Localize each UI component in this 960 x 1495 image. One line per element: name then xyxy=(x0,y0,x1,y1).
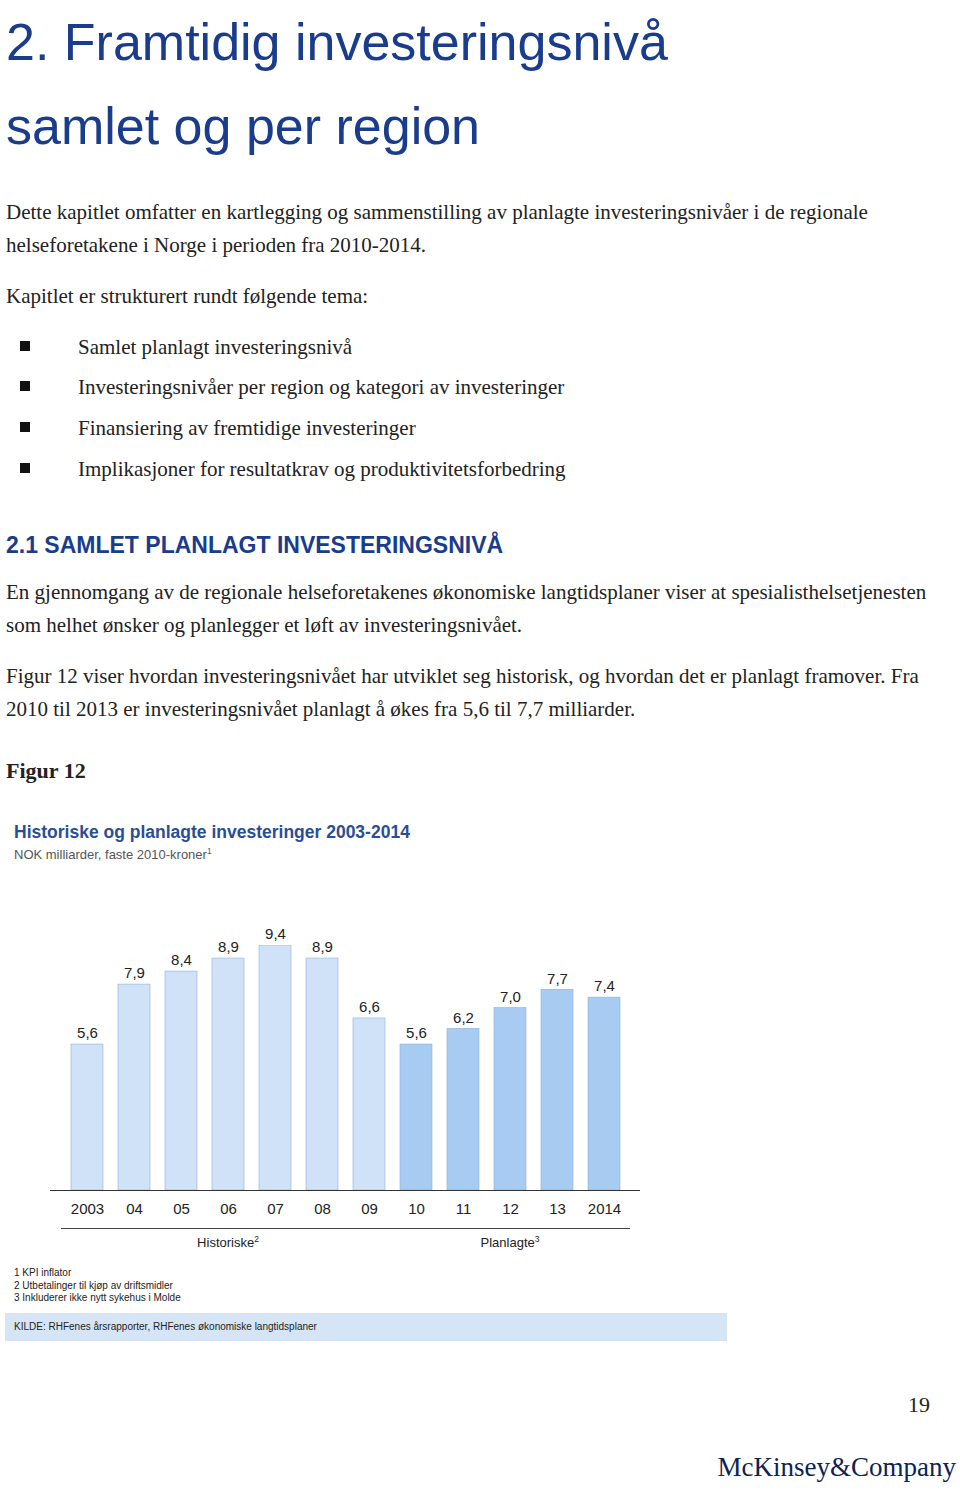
html-text:NOK milliarder, faste 2010-kro: NOK milliarder, faste 2010-kroner1 xyxy=(14,846,212,863)
svg-text:04: 04 xyxy=(126,1200,143,1217)
html-text:samlet og per region: samlet og per region xyxy=(6,97,480,155)
svg-text:7,0: 7,0 xyxy=(500,988,521,1005)
svg-text:10: 10 xyxy=(408,1200,425,1217)
svg-text:07: 07 xyxy=(267,1200,284,1217)
html-text:19: 19 xyxy=(908,1392,930,1417)
html-text:Finansiering av fremtidige inv: Finansiering av fremtidige investeringer xyxy=(78,416,416,440)
svg-text:7,9: 7,9 xyxy=(124,964,145,981)
svg-text:05: 05 xyxy=(173,1200,190,1217)
svg-text:6,2: 6,2 xyxy=(453,1009,474,1026)
html-text:McKinsey&Company: McKinsey&Company xyxy=(717,1452,956,1482)
html-text:Dette kapitlet omfatter en kar: Dette kapitlet omfatter en kartlegging o… xyxy=(6,200,868,257)
svg-text:2003: 2003 xyxy=(71,1200,104,1217)
svg-text:5,6: 5,6 xyxy=(406,1024,427,1041)
html-text:Investeringsnivåer per region: Investeringsnivåer per region og kategor… xyxy=(78,375,565,399)
svg-text:5,6: 5,6 xyxy=(77,1024,98,1041)
html-text:En gjennomgang av de regionale: En gjennomgang av de regionale helsefore… xyxy=(6,580,927,637)
svg-text:7,4: 7,4 xyxy=(594,977,615,994)
svg-text:08: 08 xyxy=(314,1200,331,1217)
html-text:Historiske2: Historiske2 xyxy=(197,1234,259,1251)
svg-text:11: 11 xyxy=(456,1200,472,1217)
html-text:Planlagte3: Planlagte3 xyxy=(480,1234,540,1251)
html-text:KILDE: RHFenes årsrapporter, R: KILDE: RHFenes årsrapporter, RHFenes øko… xyxy=(14,1321,317,1332)
svg-text:13: 13 xyxy=(549,1200,566,1217)
html-text:Samlet planlagt investeringsni: Samlet planlagt investeringsnivå xyxy=(78,335,353,359)
svg-text:6,6: 6,6 xyxy=(359,998,380,1015)
html-text:Figur 12: Figur 12 xyxy=(6,758,86,783)
html-text:2. Framtidig investeringsnivå: 2. Framtidig investeringsnivå xyxy=(6,13,668,71)
html-text:Figur 12 viser hvordan investe: Figur 12 viser hvordan investeringsnivåe… xyxy=(6,664,919,721)
svg-text:9,4: 9,4 xyxy=(265,925,286,942)
svg-text:09: 09 xyxy=(361,1200,378,1217)
svg-text:8,4: 8,4 xyxy=(171,951,192,968)
html-text:3 Inkluderer ikke nytt sykehus: 3 Inkluderer ikke nytt sykehus i Molde xyxy=(14,1292,181,1303)
svg-text:7,7: 7,7 xyxy=(547,970,568,987)
svg-text:06: 06 xyxy=(220,1200,237,1217)
svg-text:8,9: 8,9 xyxy=(312,938,333,955)
svg-text:8,9: 8,9 xyxy=(218,938,239,955)
html-text:Implikasjoner for resultatkrav: Implikasjoner for resultatkrav og produk… xyxy=(78,457,566,481)
html-text:Kapitlet er strukturert rundt: Kapitlet er strukturert rundt følgende t… xyxy=(6,284,369,308)
html-text:2.1 SAMLET PLANLAGT INVESTERIN: 2.1 SAMLET PLANLAGT INVESTERINGSNIVÅ xyxy=(6,532,504,558)
html-text:2 Utbetalinger til kjøp av dri: 2 Utbetalinger til kjøp av driftsmidler xyxy=(14,1279,173,1291)
svg-text:12: 12 xyxy=(502,1200,519,1217)
html-text:1 KPI inflator: 1 KPI inflator xyxy=(14,1267,72,1278)
svg-text:2014: 2014 xyxy=(588,1200,621,1217)
html-text:Historiske og planlagte invest: Historiske og planlagte investeringer 20… xyxy=(14,822,410,842)
